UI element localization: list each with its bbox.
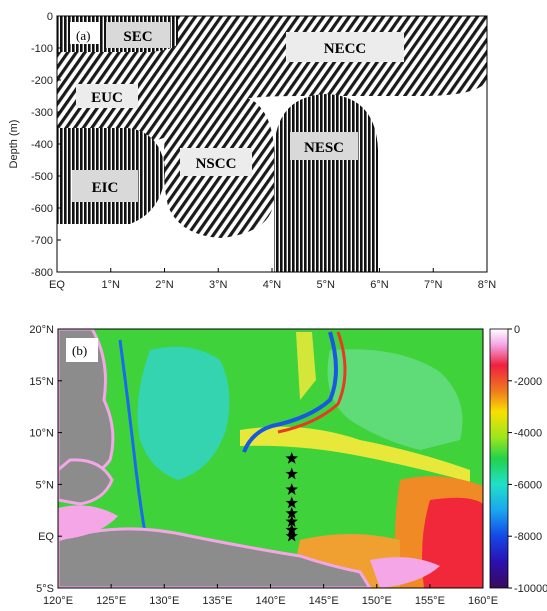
- panel-b-y-tick-label: 20°N: [29, 324, 54, 336]
- panel-a-x-ticks: EQ 1°N 2°N 3°N 4°N 5°N 6°N 7°N 8°N: [49, 268, 496, 291]
- panel-a-y-tick-label: -600: [31, 203, 53, 215]
- panel-a-x-tick-label: 8°N: [478, 279, 497, 291]
- station-star: [285, 496, 298, 509]
- ontong-java-plateau: [422, 497, 483, 588]
- necc-label: NECC: [324, 41, 367, 57]
- colorbar-tick-label: -2000: [514, 376, 542, 388]
- colorbar-tick-label: -6000: [514, 479, 542, 491]
- panel-b-map: [58, 329, 483, 588]
- panel-a-x-tick-label: 3°N: [209, 279, 228, 291]
- new-guinea-land: [58, 527, 372, 588]
- panel-b-y-tick-label: 15°N: [29, 376, 54, 388]
- colorbar-tick-label: 0: [514, 324, 520, 336]
- station-markers: [285, 452, 298, 542]
- euc-label: EUC: [91, 90, 123, 106]
- panel-a-y-tick-label: -100: [31, 43, 53, 55]
- panel-b-x-tick-label: 135°E: [202, 595, 232, 607]
- mindanao-land: [58, 458, 114, 506]
- station-star: [285, 452, 298, 464]
- colorbar-tick-label: -8000: [514, 531, 542, 543]
- panel-b-x-tick-label: 160°E: [468, 595, 498, 607]
- station-star: [285, 529, 298, 542]
- caroline-ridge: [240, 426, 470, 482]
- panel-a-y-tick-label: -500: [31, 171, 53, 183]
- panel-b-y-tick-label: EQ: [38, 531, 54, 543]
- trench-ridge-red: [277, 331, 347, 434]
- panel-b-label: (b): [72, 343, 87, 358]
- panel-a-y-tick-label: -400: [31, 139, 53, 151]
- nscc-label: NSCC: [196, 156, 237, 172]
- panel-a-label: (a): [76, 28, 90, 43]
- station-star: [285, 467, 298, 480]
- panel-b-x-tick-label: 125°E: [96, 595, 126, 607]
- sec-label: SEC: [123, 29, 152, 45]
- panel-a-plot-area: [57, 16, 487, 272]
- station-star: [285, 515, 298, 527]
- panel-b-x-tick-label: 145°E: [309, 595, 339, 607]
- colorbar-tick-label: -4000: [514, 428, 542, 440]
- nesc-label: NESC: [304, 140, 344, 156]
- panel-b-x-tick-label: 130°E: [149, 595, 179, 607]
- panel-b-y-tick-label: 10°N: [29, 428, 54, 440]
- panel-a-x-tick-label: 4°N: [263, 279, 282, 291]
- station-star: [285, 506, 298, 519]
- panel-b: (b) 20°N 15°N 10°N 5°N EQ 5°S 120°E 125°E 130°E…: [29, 324, 547, 607]
- panel-a-y-axis-label: Depth (m): [8, 120, 20, 169]
- panel-a-y-tick-label: -200: [31, 75, 53, 87]
- panel-b-y-tick-label: 5°N: [36, 479, 55, 491]
- colorbar-ticks: 0 -2000 -4000 -6000 -8000 -10000: [508, 324, 547, 595]
- bismarck-pink-shelf: [370, 557, 440, 588]
- panel-a-x-tick-label: 2°N: [155, 279, 174, 291]
- station-star: [285, 523, 298, 536]
- panel-a-y-tick-label: -300: [31, 107, 53, 119]
- colorbar-tick-label: -10000: [514, 583, 547, 595]
- panel-b-x-tick-label: 120°E: [43, 595, 73, 607]
- panel-b-y-ticks: 20°N 15°N 10°N 5°N EQ 5°S: [29, 324, 62, 595]
- west-philippine-basin: [137, 346, 230, 480]
- panel-a-x-tick-label: 1°N: [102, 279, 121, 291]
- nesc-region: [274, 94, 378, 272]
- panel-a-y-ticks: 0 -100 -200 -300 -400 -500 -600 -700 -800: [31, 11, 61, 279]
- station-star: [285, 483, 298, 495]
- central-basin: [327, 349, 463, 450]
- panel-a-y-tick-label: -800: [31, 267, 53, 279]
- panel-b-y-tick-label: 5°S: [36, 583, 54, 595]
- panel-a: (a) SEC NECC EUC NSCC NESC EIC Depth (m)…: [8, 11, 496, 291]
- indonesia-pink-shelf: [58, 505, 118, 540]
- panel-a-x-tick-label: 6°N: [370, 279, 389, 291]
- mariana-trench: [242, 331, 338, 453]
- panel-b-x-ticks: 120°E 125°E 130°E 135°E 140°E 145°E 150°E 155°E…: [43, 584, 498, 607]
- panel-a-x-tick-label: 5°N: [317, 279, 336, 291]
- colorbar: [489, 328, 509, 589]
- panel-b-x-tick-label: 140°E: [255, 595, 285, 607]
- panel-a-x-tick-label: 7°N: [424, 279, 443, 291]
- panel-a-y-tick-label: 0: [47, 11, 53, 23]
- panel-b-label-box: [66, 338, 98, 362]
- panel-a-y-tick-label: -700: [31, 235, 53, 247]
- panel-b-x-tick-label: 155°E: [415, 595, 445, 607]
- panel-a-x-tick-label: EQ: [49, 279, 65, 291]
- ridge-yellow-north: [296, 332, 316, 400]
- eic-label: EIC: [92, 180, 119, 196]
- panel-b-x-tick-label: 150°E: [362, 595, 392, 607]
